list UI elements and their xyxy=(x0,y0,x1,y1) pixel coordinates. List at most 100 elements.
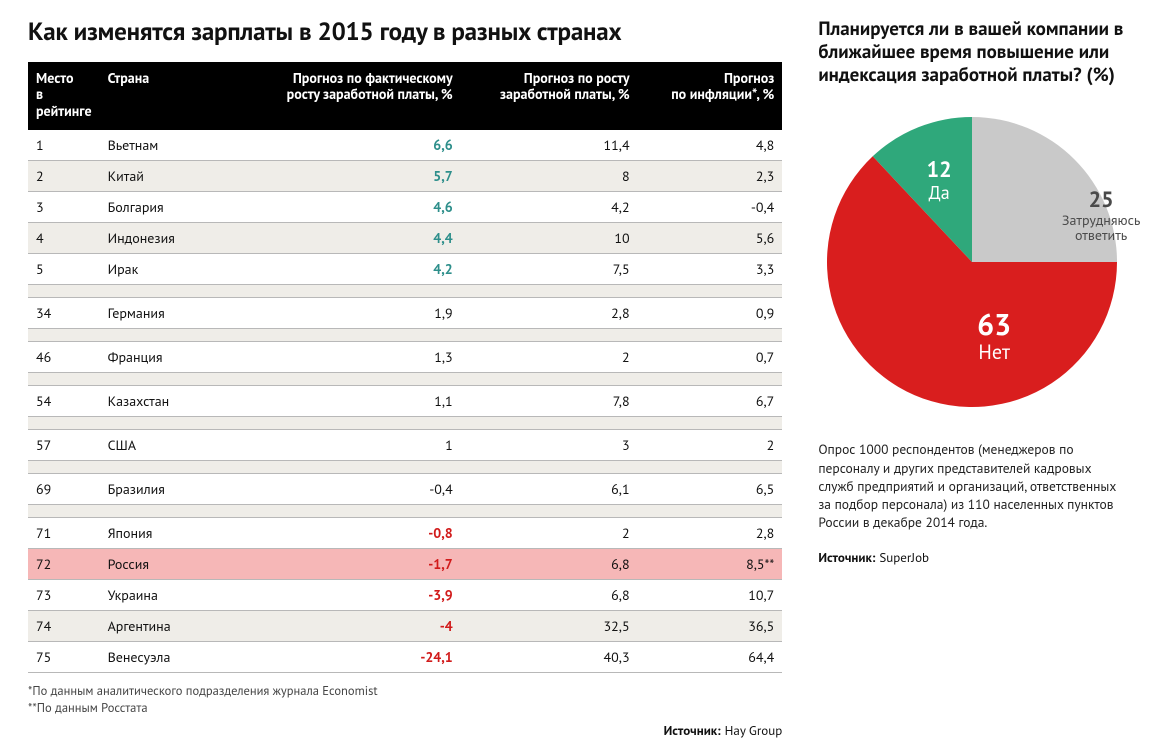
cell-rank: 69 xyxy=(28,473,100,504)
cell-real: 5,7 xyxy=(240,160,461,191)
cell-country: Казахстан xyxy=(100,385,240,416)
survey-panel: Планируется ли в вашей компании в ближай… xyxy=(818,18,1126,721)
cell-rank: 46 xyxy=(28,341,100,372)
table-row: 74Аргентина-432,536,5 xyxy=(28,610,782,641)
survey-note: Опрос 1000 респондентов (менеджеров по п… xyxy=(818,440,1126,531)
source-label: Источник: xyxy=(664,722,721,739)
table-col-header: Прогнозпо инфляции*, % xyxy=(638,62,783,130)
cell-rank: 1 xyxy=(28,130,100,161)
pie-label: 12Да xyxy=(914,158,964,202)
table-col-header: Прогноз по ростузаработной платы, % xyxy=(461,62,638,130)
cell-country: Япония xyxy=(100,517,240,548)
cell-real: 4,2 xyxy=(240,253,461,284)
cell-rank: 73 xyxy=(28,579,100,610)
cell-country: Бразилия xyxy=(100,473,240,504)
cell-country: Вьетнам xyxy=(100,130,240,161)
cell-country: Болгария xyxy=(100,191,240,222)
cell-country: Ирак xyxy=(100,253,240,284)
salary-table-panel: Как изменятся зарплаты в 2015 году в раз… xyxy=(28,18,782,721)
survey-source: Источник: SuperJob xyxy=(818,549,1126,566)
cell-country: Индонезия xyxy=(100,222,240,253)
cell-real: 1,3 xyxy=(240,341,461,372)
cell-rank: 5 xyxy=(28,253,100,284)
cell-real: 6,6 xyxy=(240,130,461,161)
footnotes: *По данным аналитического подразделения … xyxy=(28,683,782,718)
cell-inflation: 6,7 xyxy=(638,385,783,416)
table-row: 34Германия1,92,80,9 xyxy=(28,297,782,328)
cell-country: Аргентина xyxy=(100,610,240,641)
table-body: 1Вьетнам6,611,44,82Китай5,782,33Болгария… xyxy=(28,130,782,673)
cell-real: -0,4 xyxy=(240,473,461,504)
cell-inflation: 8,5** xyxy=(638,548,783,579)
cell-real: 4,4 xyxy=(240,222,461,253)
cell-country: Украина xyxy=(100,579,240,610)
cell-inflation: 5,6 xyxy=(638,222,783,253)
pie-value: 25 xyxy=(1036,188,1154,212)
cell-real: -24,1 xyxy=(240,641,461,672)
source-value: SuperJob xyxy=(879,549,929,566)
table-title: Как изменятся зарплаты в 2015 году в раз… xyxy=(28,18,782,46)
cell-nominal: 3 xyxy=(461,429,638,460)
cell-inflation: 0,9 xyxy=(638,297,783,328)
cell-nominal: 8 xyxy=(461,160,638,191)
survey-question: Планируется ли в вашей компании в ближай… xyxy=(818,18,1126,86)
cell-nominal: 6,1 xyxy=(461,473,638,504)
table-row: 57США132 xyxy=(28,429,782,460)
cell-nominal: 40,3 xyxy=(461,641,638,672)
cell-nominal: 32,5 xyxy=(461,610,638,641)
cell-country: США xyxy=(100,429,240,460)
pie-value: 12 xyxy=(914,158,964,182)
cell-country: Германия xyxy=(100,297,240,328)
pie-label: 25Затрудняюсьответить xyxy=(1036,188,1154,243)
cell-real: -0,8 xyxy=(240,517,461,548)
cell-rank: 2 xyxy=(28,160,100,191)
cell-rank: 4 xyxy=(28,222,100,253)
cell-nominal: 6,8 xyxy=(461,548,638,579)
cell-inflation: 0,7 xyxy=(638,341,783,372)
cell-inflation: 10,7 xyxy=(638,579,783,610)
table-row: 5Ирак4,27,53,3 xyxy=(28,253,782,284)
table-row: 2Китай5,782,3 xyxy=(28,160,782,191)
cell-rank: 72 xyxy=(28,548,100,579)
cell-nominal: 2 xyxy=(461,341,638,372)
cell-real: -1,7 xyxy=(240,548,461,579)
table-row: 54Казахстан1,17,86,7 xyxy=(28,385,782,416)
table-group-spacer xyxy=(28,416,782,429)
cell-rank: 57 xyxy=(28,429,100,460)
table-row: 73Украина-3,96,810,7 xyxy=(28,579,782,610)
source-value: Hay Group xyxy=(725,722,783,739)
cell-inflation: 4,8 xyxy=(638,130,783,161)
table-header: Местов рейтингеСтранаПрогноз по фактичес… xyxy=(28,62,782,130)
table-col-header: Местов рейтинге xyxy=(28,62,100,130)
table-col-header: Прогноз по фактическомуросту заработной … xyxy=(240,62,461,130)
cell-real: -3,9 xyxy=(240,579,461,610)
cell-country: Франция xyxy=(100,341,240,372)
cell-rank: 3 xyxy=(28,191,100,222)
table-row: 72Россия-1,76,88,5** xyxy=(28,548,782,579)
cell-inflation: 2,8 xyxy=(638,517,783,548)
cell-nominal: 2 xyxy=(461,517,638,548)
table-row: 1Вьетнам6,611,44,8 xyxy=(28,130,782,161)
cell-country: Китай xyxy=(100,160,240,191)
pie-svg xyxy=(822,112,1122,412)
cell-inflation: 6,5 xyxy=(638,473,783,504)
pie-label: 63Нет xyxy=(954,308,1034,363)
cell-real: 1 xyxy=(240,429,461,460)
cell-real: 1,1 xyxy=(240,385,461,416)
salary-table: Местов рейтингеСтранаПрогноз по фактичес… xyxy=(28,62,782,673)
pie-chart: 25Затрудняюсьответить63Нет12Да xyxy=(822,112,1122,412)
table-row: 3Болгария4,64,2-0,4 xyxy=(28,191,782,222)
cell-rank: 71 xyxy=(28,517,100,548)
cell-inflation: 2 xyxy=(638,429,783,460)
source-label: Источник: xyxy=(818,549,875,566)
cell-rank: 75 xyxy=(28,641,100,672)
cell-nominal: 4,2 xyxy=(461,191,638,222)
cell-nominal: 2,8 xyxy=(461,297,638,328)
pie-value-label: Да xyxy=(914,183,964,203)
cell-inflation: 2,3 xyxy=(638,160,783,191)
cell-rank: 54 xyxy=(28,385,100,416)
cell-nominal: 10 xyxy=(461,222,638,253)
pie-value: 63 xyxy=(954,308,1034,341)
cell-real: -4 xyxy=(240,610,461,641)
cell-nominal: 6,8 xyxy=(461,579,638,610)
